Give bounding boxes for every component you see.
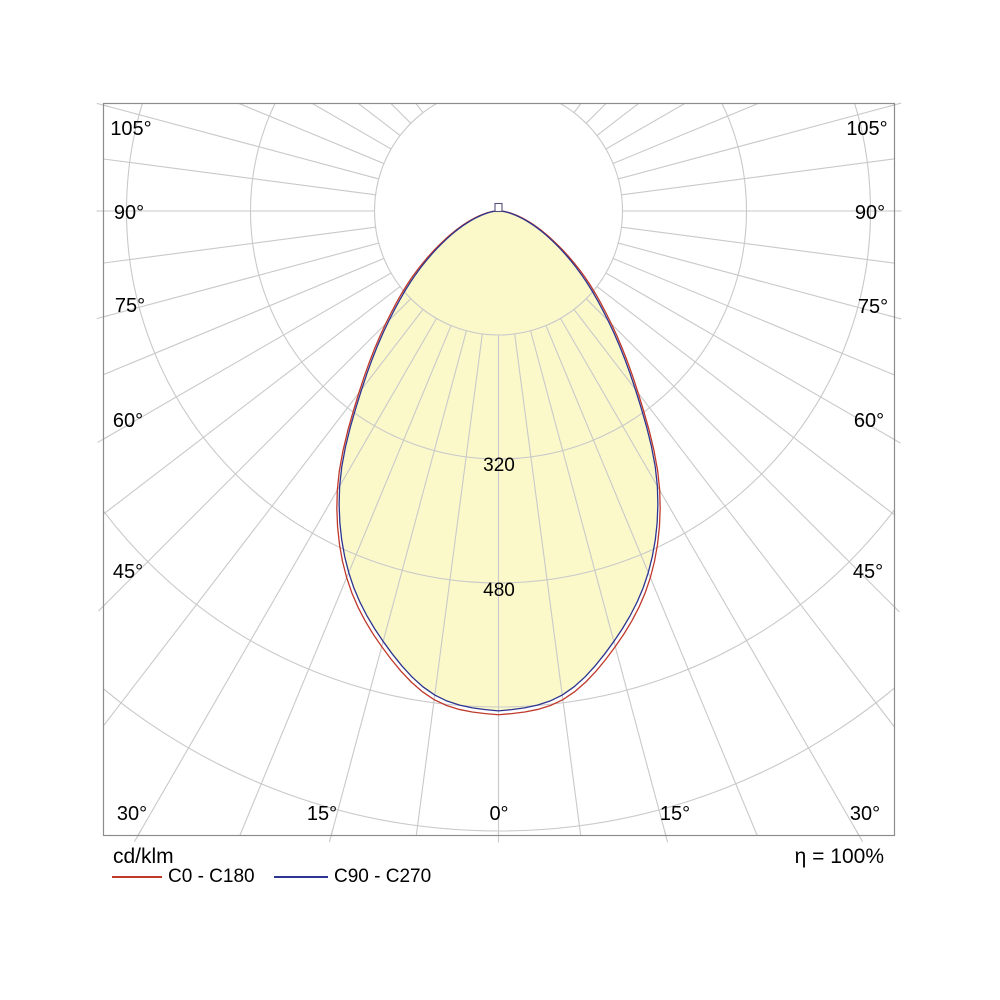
- chart-labels: 105° 90° 75° 60° 45° 30° 15° 0° 15° 30° 45° 60° 75° 9…: [110, 118, 888, 825]
- grid-ray: [311, 103, 392, 150]
- angle-label-bottom-0: 0°: [489, 803, 508, 825]
- grid-ray: [415, 103, 424, 113]
- grid-ray: [596, 103, 640, 136]
- angle-label-left-60: 60°: [113, 410, 143, 432]
- grid-ray: [573, 103, 582, 113]
- grid-ray: [103, 309, 424, 727]
- angle-label-bottom-15: 15°: [307, 803, 337, 825]
- grid-ray: [415, 333, 483, 836]
- grid-ray: [239, 325, 452, 836]
- grid-ray: [390, 103, 412, 124]
- grid-ray: [103, 298, 412, 607]
- grid-ray: [103, 158, 376, 196]
- angle-label-right-105: 105°: [846, 118, 887, 140]
- angle-label-left-45: 45°: [113, 561, 143, 583]
- angle-label-bottom-30: 30°: [117, 803, 147, 825]
- chart-frame: [102, 102, 896, 837]
- grid-ray: [573, 309, 895, 728]
- grid-ray: [560, 103, 562, 104]
- grid-ray: [531, 0, 784, 91]
- grid-ray: [546, 0, 919, 96]
- angle-label-right-90: 90°: [855, 202, 885, 224]
- grid-ray: [103, 226, 376, 264]
- grid-ray: [612, 257, 895, 376]
- angle-label-left-90: 90°: [114, 202, 144, 224]
- grid-ray: [612, 103, 760, 165]
- angle-label-right-60: 60°: [854, 410, 884, 432]
- grid-ray: [585, 298, 895, 608]
- legend-label: C90 - C270: [334, 866, 432, 887]
- grid-ray: [545, 325, 758, 836]
- luminaire-symbol-icon: [494, 202, 503, 213]
- grid-ray: [330, 330, 467, 836]
- angle-label-right-75: 75°: [858, 296, 888, 318]
- grid-ray: [596, 286, 895, 516]
- grid-ray: [605, 272, 895, 441]
- grid-ray: [530, 330, 667, 836]
- legend-label: C0 - C180: [168, 866, 255, 887]
- ring-value-label-320: 320: [483, 455, 515, 476]
- grid-ray: [357, 103, 401, 136]
- grid-ray: [618, 104, 895, 180]
- grid-ray: [103, 286, 401, 515]
- grid-ray: [435, 103, 437, 104]
- angle-label-right-45: 45°: [853, 561, 883, 583]
- efficiency-label: η = 100%: [794, 845, 884, 868]
- angle-label-bottom-30: 30°: [850, 803, 880, 825]
- legend-line-c90-icon: [274, 876, 328, 878]
- grid-ray: [514, 333, 582, 836]
- grid-ray: [237, 103, 385, 165]
- legend: C0 - C180 C90 - C270: [0, 866, 1000, 890]
- ring-value-label-480: 480: [483, 580, 515, 601]
- legend-line-c0-icon: [112, 876, 162, 878]
- grid-ray: [103, 272, 392, 440]
- grid-ray: [618, 242, 895, 318]
- grid-ray: [515, 0, 642, 88]
- angle-label-left-105: 105°: [110, 118, 151, 140]
- grid-ray: [78, 0, 451, 96]
- grid-ray: [355, 0, 482, 88]
- grid-ray: [621, 226, 895, 264]
- grid-ray: [560, 318, 860, 836]
- grid-ray: [103, 104, 379, 180]
- grid-ray: [621, 158, 895, 196]
- curve-c90-c270: [338, 210, 659, 712]
- grid-ray: [137, 318, 437, 836]
- grid-ray: [605, 103, 686, 150]
- legend-item-c0-c180: C0 - C180: [112, 866, 255, 888]
- angle-label-bottom-15: 15°: [660, 803, 690, 825]
- angle-label-left-75: 75°: [115, 295, 145, 317]
- grid-ray: [103, 242, 379, 318]
- grid-ray: [103, 257, 385, 376]
- legend-item-c90-c270: C90 - C270: [274, 866, 431, 888]
- grid-ray: [585, 103, 607, 124]
- curve-c0-c180: [336, 210, 661, 716]
- unit-label: cd/klm: [113, 845, 174, 868]
- grid-ray: [214, 0, 467, 91]
